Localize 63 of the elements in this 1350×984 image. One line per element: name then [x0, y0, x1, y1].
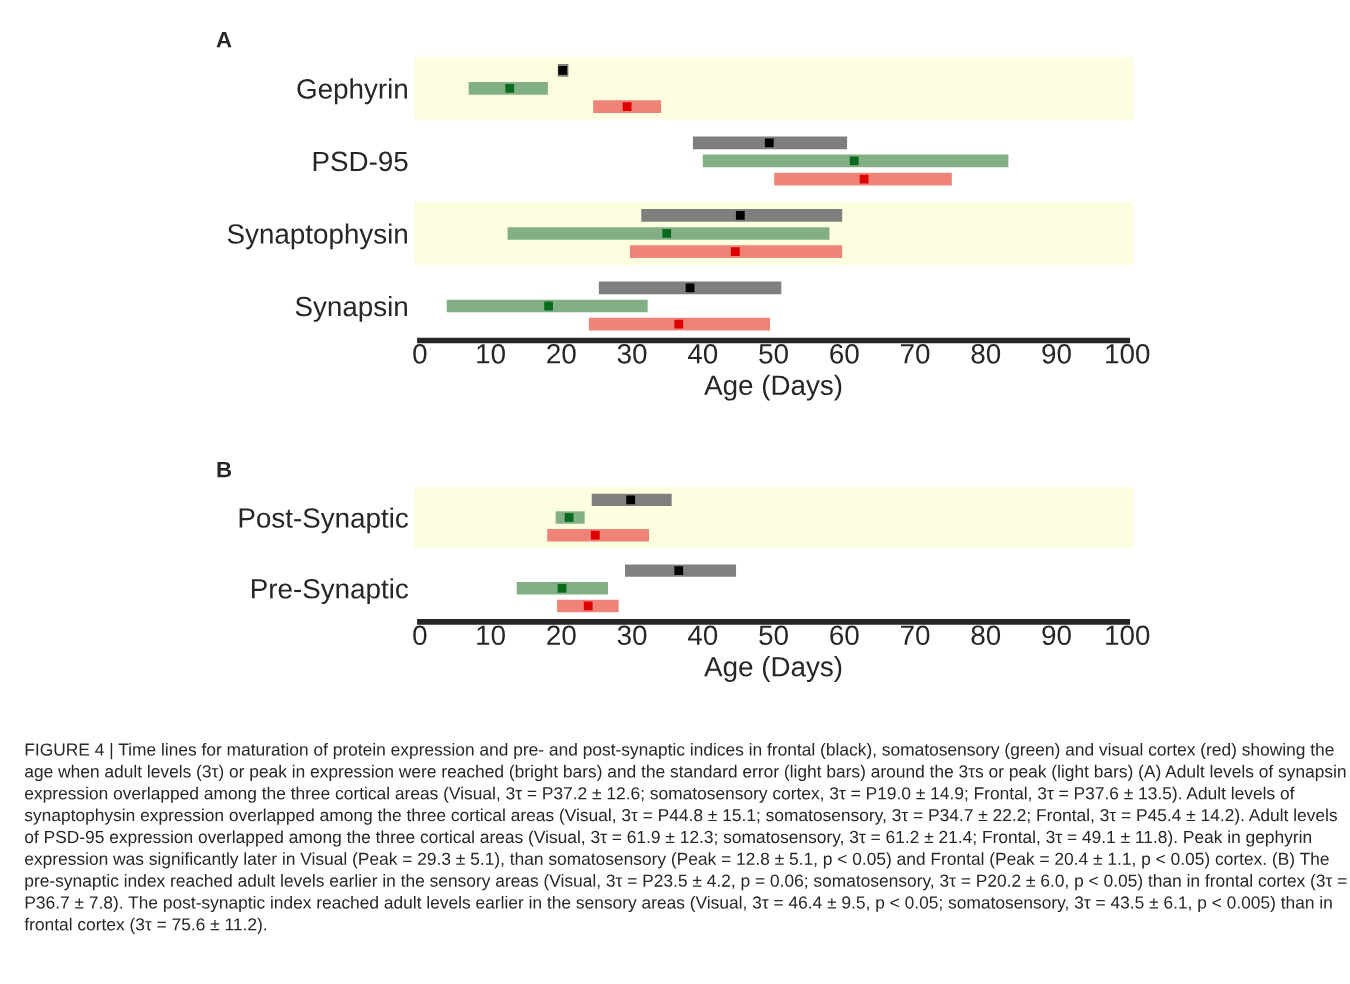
x-axis-title: Age (Days)	[704, 656, 842, 683]
bar	[629, 245, 843, 258]
point	[590, 530, 600, 540]
text: B	[217, 461, 232, 478]
y-tick-label: Gephyrin	[297, 78, 407, 105]
point	[764, 138, 774, 148]
point	[735, 210, 745, 220]
x-tick-label: 30	[617, 343, 647, 364]
point	[674, 319, 684, 329]
x-axis-title: Age (Days)	[704, 374, 842, 401]
x-tick-label: 50	[759, 343, 788, 364]
x-tick-label: 80	[971, 625, 1001, 646]
point	[662, 229, 672, 238]
x-tick-label: 40	[688, 343, 718, 364]
y-tick-label: Post-Synaptic	[239, 507, 409, 534]
text: A	[216, 31, 232, 48]
bar	[547, 529, 650, 542]
bar	[702, 154, 1009, 168]
point	[626, 495, 636, 505]
x-tick-label: 20	[547, 625, 576, 646]
x-tick-label: 30	[617, 625, 647, 646]
y-tick-label: PSD-95	[313, 151, 408, 172]
x-tick-label: 70	[901, 343, 930, 364]
point	[849, 156, 859, 166]
x-tick-label: 70	[901, 625, 930, 646]
x-tick-label: 20	[547, 343, 576, 364]
bar	[774, 172, 952, 186]
text: FIGURE 4 | Time lines for maturation of protein expression and pre- and post-synaptic indices in frontal (black), somatosensory (green) and visual cortex (red) showing the age when adult levels (3τ) or peak in expression were reached (bright bars) and the standard error (light bars) around the 3τs or peak (light bars) (A) Adult levels of synapsin expression overlapped among the three cortical areas (Visual, 3τ = P37.2 ± 12.6; somatosensory cortex, 3τ = P19.0 ± 14.9; Frontal, 3τ = P37.6 ± 13.5). Adult levels of synaptophysin expression overlapped among the three cortical areas (Visual, 3τ = P44.8 ± 15.1; somatosensory, 3τ = P34.7 ± 22.2; Frontal, 3τ = P45.4 ± 14.2). Adult levels of PSD-95 expression overlapped among the three cortical areas (Visual, 3τ = 61.9 ± 12.3; somatosensory, 3τ = 61.2 ± 21.4; Frontal, 3τ = 49.1 ± 11.8). Peak in gephyrin expression was significantly later in Visual (Peak = 29.3 ± 5.1), than somatosensory (Peak = 12.8 ± 5.1, p < 0.05) and Frontal (Peak = 20.4 ± 1.1, p < 0.05) cortex. (B) The pre-synaptic index reached adult levels earlier in the sensory areas (Visual, 3τ = P23.5 ± 4.2, p = 0.06; somatosensory, 3τ = P20.2 ± 6.0, p < 0.05) than in frontal cortex (3τ = P36.7 ± 7.8). The post-synaptic index reached adult levels earlier in the sensory areas (Visual, 3τ = 46.4 ± 9.5, p < 0.05; somatosensory, 3τ = 43.5 ± 6.1, p < 0.005) than in frontal cortex (3τ = 75.6 ± 11.2).	[24, 742, 1347, 934]
bar	[593, 100, 662, 113]
x-tick-label: 90	[1042, 625, 1071, 646]
bar	[625, 564, 737, 577]
point	[505, 84, 515, 93]
bar	[591, 493, 672, 507]
point	[544, 301, 553, 311]
bar	[516, 582, 609, 595]
y-tick-label: Synapsin	[295, 295, 407, 322]
bar	[446, 299, 648, 313]
x-tick-label: 60	[830, 343, 859, 364]
x-tick-label: 40	[688, 625, 718, 646]
x-tick-label: 10	[477, 625, 505, 646]
x-tick-label: 60	[830, 625, 859, 646]
bar	[588, 317, 771, 331]
point	[622, 102, 632, 111]
point	[674, 566, 684, 575]
bar	[598, 281, 782, 295]
x-tick-label: 80	[971, 343, 1001, 364]
bar	[468, 82, 548, 95]
x-tick-label: 0	[413, 343, 427, 364]
y-tick-label: Pre-Synaptic	[252, 578, 409, 605]
x-tick-label: 0	[413, 625, 427, 646]
x-tick-label: 50	[759, 625, 788, 646]
x-tick-label: 90	[1042, 343, 1071, 364]
point	[730, 247, 740, 256]
point	[557, 583, 567, 593]
x-tick-label: 100	[1106, 343, 1150, 364]
bar	[507, 227, 830, 240]
bar	[692, 136, 848, 150]
x-tick-label: 100	[1106, 625, 1150, 646]
point	[583, 601, 593, 611]
y-tick-label: Synaptophysin	[227, 223, 407, 250]
bar	[641, 209, 843, 222]
x-tick-label: 10	[477, 343, 505, 364]
point	[685, 283, 695, 293]
